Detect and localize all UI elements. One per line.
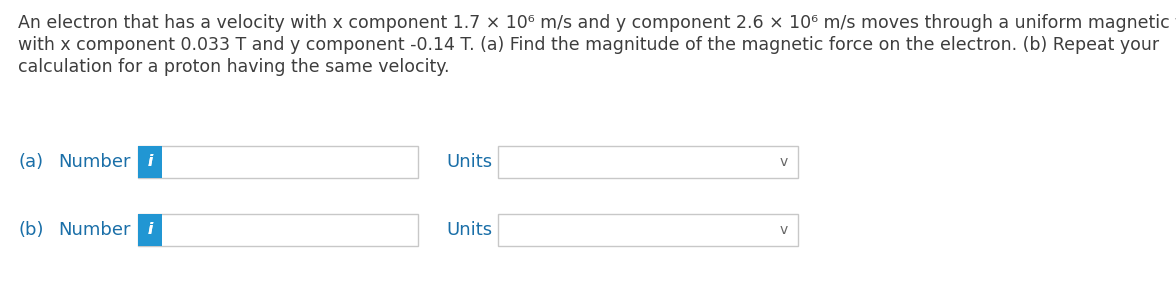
FancyBboxPatch shape bbox=[138, 214, 162, 246]
Text: i: i bbox=[147, 222, 153, 238]
Text: Number: Number bbox=[58, 153, 131, 171]
Text: i: i bbox=[147, 154, 153, 170]
FancyBboxPatch shape bbox=[497, 214, 799, 246]
Text: i: i bbox=[147, 154, 153, 170]
Text: i: i bbox=[147, 222, 153, 238]
Text: (b): (b) bbox=[18, 221, 44, 239]
Text: v: v bbox=[780, 155, 788, 169]
Text: with x component 0.033 T and y component -0.14 T. (a) Find the magnitude of the : with x component 0.033 T and y component… bbox=[18, 36, 1160, 54]
Text: Units: Units bbox=[446, 221, 492, 239]
FancyBboxPatch shape bbox=[138, 214, 162, 246]
FancyBboxPatch shape bbox=[497, 146, 799, 178]
Text: Number: Number bbox=[58, 221, 131, 239]
Text: Units: Units bbox=[446, 153, 492, 171]
FancyBboxPatch shape bbox=[138, 146, 162, 178]
Text: calculation for a proton having the same velocity.: calculation for a proton having the same… bbox=[18, 58, 449, 76]
FancyBboxPatch shape bbox=[138, 146, 417, 178]
Text: An electron that has a velocity with x component 1.7 × 10⁶ m/s and y component 2: An electron that has a velocity with x c… bbox=[18, 14, 1176, 32]
Text: (a): (a) bbox=[18, 153, 44, 171]
FancyBboxPatch shape bbox=[138, 146, 162, 178]
FancyBboxPatch shape bbox=[138, 214, 417, 246]
Text: v: v bbox=[780, 223, 788, 237]
